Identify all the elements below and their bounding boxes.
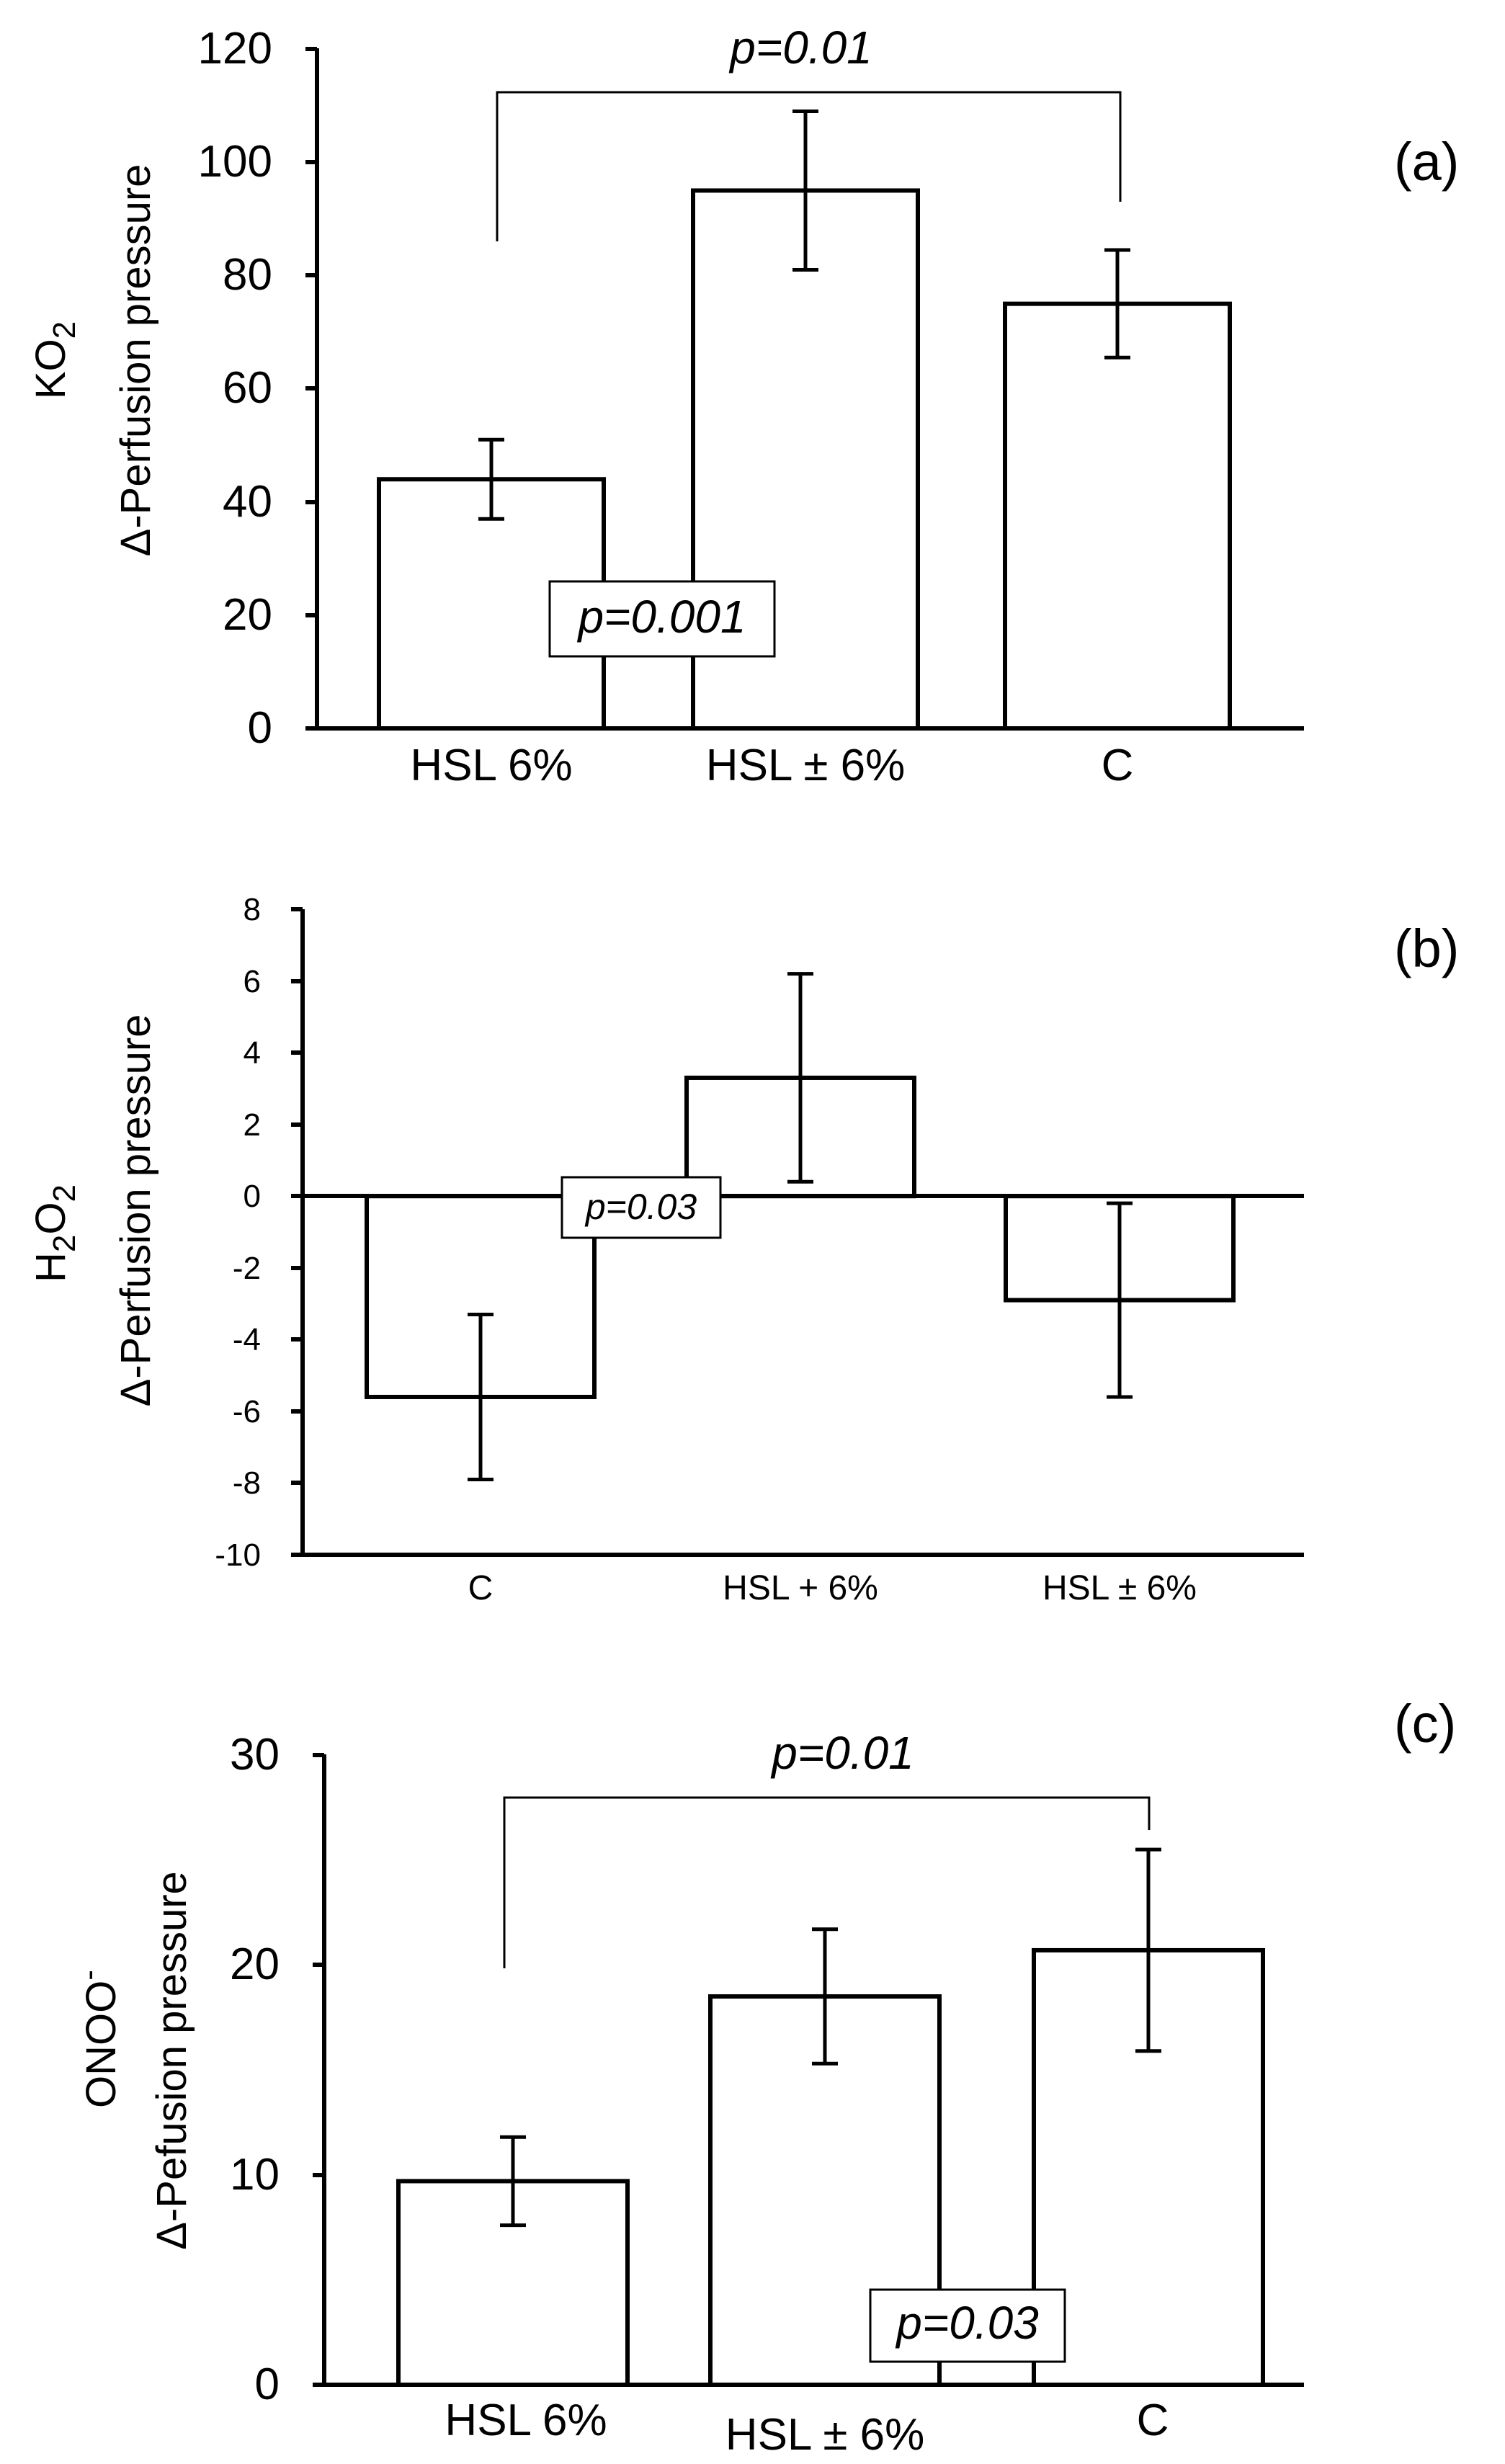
panel-c-ytick-marks (313, 1753, 324, 2387)
panel-c-bars (396, 1947, 1265, 2388)
panel-b-pbox-label: p=0.03 (584, 1187, 697, 1227)
panel-a-ytick: 100 (198, 137, 272, 187)
panel-a-error-0 (478, 437, 504, 521)
panel-b-ylabel-part: O (27, 1202, 74, 1234)
panel-c-category: HSL 6% (445, 2396, 607, 2445)
panel-c-ylabel-main: ONOO- (71, 1970, 125, 2108)
panel-a-bracket-label: p=0.01 (728, 22, 872, 73)
panel-c-errorbars (500, 1847, 1161, 2228)
panel-a-ytick: 60 (223, 363, 272, 413)
panel-b-yticks: -10 -8 -6 -4 -2 0 2 4 6 8 (215, 892, 261, 1573)
panel-a-error-1 (792, 109, 818, 272)
panel-b-ytick: -2 (233, 1251, 261, 1286)
panel-a-label: (a) (1394, 132, 1459, 192)
panel-b-ytick: -8 (233, 1465, 261, 1501)
panel-a-significance-bracket (496, 91, 1122, 241)
panel-a-ylabel-main: KO2 (27, 321, 82, 399)
panel-a-ylabel: KO2 (27, 321, 82, 399)
panel-a-ytick: 40 (223, 477, 272, 527)
panel-b: (b) H2O2 Δ-Perfusion pressure -10 -8 -6 … (27, 892, 1459, 1607)
panel-b-category: HSL ± 6% (1042, 1569, 1197, 1607)
panel-c-yticks: 0 10 20 30 (230, 1730, 280, 2409)
panel-b-error-1 (787, 972, 813, 1184)
panel-c-bracket-label: p=0.01 (770, 1727, 914, 1779)
panel-b-ytick: 6 (244, 964, 261, 999)
panel-a-bar-2 (1003, 301, 1232, 731)
panel-b-ytick: 2 (244, 1107, 261, 1143)
panel-a-error-2 (1104, 248, 1130, 360)
panel-b-ylabel-part: 2 (47, 1184, 82, 1202)
panel-c: (c) ONOO- Δ-Pefusion pressure 0 10 20 30… (71, 1694, 1456, 2460)
panel-b-category: HSL + 6% (723, 1569, 878, 1607)
panel-a-ylabel-sub: 2 (47, 321, 82, 339)
panel-c-category: HSL ± 6% (725, 2410, 924, 2460)
panel-b-ytick: -10 (215, 1537, 261, 1573)
panel-b-label: (b) (1394, 919, 1459, 978)
panel-b-error-0 (468, 1312, 494, 1481)
panel-a-ylabel-base: KO (27, 339, 74, 399)
panel-b-error-2 (1107, 1201, 1133, 1399)
panel-c-ytick: 0 (255, 2360, 280, 2409)
panel-a-errorbars (478, 109, 1130, 521)
panel-c-error-2 (1135, 1847, 1161, 2053)
panel-a-ylabel-second: Δ-Perfusion pressure (112, 164, 159, 557)
panel-c-ylabel-base: ONOO (78, 1981, 125, 2108)
panel-c-error-0 (500, 2135, 526, 2228)
panel-b-errorbars (468, 972, 1133, 1481)
panel-c-ylabel-second: Δ-Pefusion pressure (148, 1871, 195, 2250)
panel-b-pbox (561, 1176, 722, 1239)
panel-b-ytick: 0 (244, 1179, 261, 1214)
panel-c-ytick: 20 (230, 1939, 280, 1989)
panel-c-ytick: 10 (230, 2150, 280, 2200)
panel-a-yticks-marks (305, 47, 317, 731)
panel-a-pbox-label: p=0.001 (576, 591, 746, 643)
panel-b-ylabel-part: 2 (47, 1235, 82, 1252)
panel-a-categories: HSL 6% HSL ± 6% C (410, 741, 1133, 790)
panel-b-ytick-marks (291, 907, 303, 1557)
panel-a-ytick: 120 (198, 24, 272, 73)
panel-a-ytick: 80 (223, 250, 272, 300)
panel-a-ytick: 0 (248, 703, 272, 753)
panel-b-ytick: -4 (233, 1322, 261, 1357)
panel-c-categories: HSL 6% HSL ± 6% C (445, 2396, 1169, 2460)
panel-a-category: C (1102, 741, 1134, 790)
panel-b-ytick: 4 (244, 1035, 261, 1071)
panel-a-yticks: 0 20 40 60 80 100 120 (198, 24, 272, 753)
panel-b-ylabel-part: H (27, 1252, 74, 1282)
panel-c-significance-bracket (503, 1796, 1151, 1968)
panel-c-label: (c) (1394, 1694, 1456, 1754)
panel-c-pbox (869, 2288, 1066, 2363)
panel-b-ytick: 8 (244, 892, 261, 927)
panel-c-error-1 (812, 1927, 838, 2066)
panel-b-ylabel-second: Δ-Perfusion pressure (112, 1014, 159, 1407)
panel-b-ytick: -6 (233, 1394, 261, 1429)
panel-b-categories: C HSL + 6% HSL ± 6% (468, 1569, 1197, 1607)
panel-a-category: HSL ± 6% (706, 741, 905, 790)
panel-c-category: C (1137, 2396, 1169, 2445)
panel-a: (a) KO2 Δ-Perfusion pressure 0 20 40 60 … (27, 22, 1459, 790)
panel-a-category: HSL 6% (410, 741, 572, 790)
panel-c-ytick: 30 (230, 1730, 280, 1780)
panel-b-ylabel-main: H2O2 (27, 1184, 82, 1282)
panel-a-ytick: 20 (223, 590, 272, 640)
panel-c-ylabel-sup: - (71, 1970, 107, 1981)
panel-c-pbox-label: p=0.03 (895, 2297, 1039, 2349)
panel-a-pbox (548, 580, 776, 658)
panel-b-category: C (468, 1569, 494, 1607)
